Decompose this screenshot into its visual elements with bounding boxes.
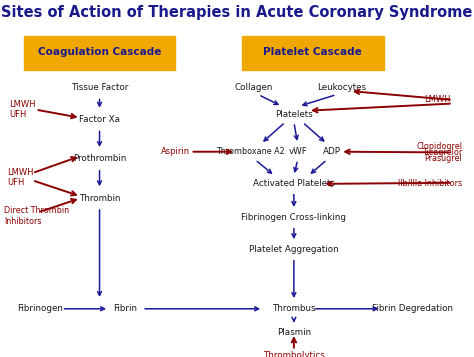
Text: Direct Thrombin
Inhibitors: Direct Thrombin Inhibitors (4, 206, 69, 226)
Text: Fibrinogen: Fibrinogen (18, 304, 63, 313)
Text: ADP: ADP (323, 147, 341, 156)
Text: Platelets: Platelets (275, 110, 313, 119)
Text: LMWH
UFH: LMWH UFH (7, 168, 34, 187)
Text: Platelet Cascade: Platelet Cascade (264, 47, 362, 57)
FancyBboxPatch shape (24, 36, 175, 70)
Text: Thromboxane A2: Thromboxane A2 (216, 147, 285, 156)
Text: Tissue Factor: Tissue Factor (71, 83, 128, 92)
Text: Activated Platelets: Activated Platelets (253, 179, 335, 188)
Text: Thrombin: Thrombin (79, 193, 120, 203)
Text: Prothrombin: Prothrombin (73, 154, 126, 164)
Text: LMWH: LMWH (424, 95, 450, 105)
Text: Factor Xa: Factor Xa (79, 115, 120, 124)
Text: Thrombus: Thrombus (272, 304, 316, 313)
Text: Fibrin: Fibrin (114, 304, 137, 313)
Text: Plasmin: Plasmin (277, 327, 311, 337)
Text: vWF: vWF (288, 147, 307, 156)
Text: Aspirin: Aspirin (161, 147, 190, 156)
Text: Coagulation Cascade: Coagulation Cascade (38, 47, 161, 57)
Text: Collagen: Collagen (235, 83, 273, 92)
Text: Thrombolytics: Thrombolytics (263, 351, 325, 357)
Text: Fibrin Degredation: Fibrin Degredation (372, 304, 453, 313)
Text: Sites of Action of Therapies in Acute Coronary Syndrome: Sites of Action of Therapies in Acute Co… (1, 5, 473, 20)
Text: Prasugrel: Prasugrel (424, 154, 462, 163)
Text: Fibrinogen Cross-linking: Fibrinogen Cross-linking (241, 213, 346, 222)
Text: Ticagrelor: Ticagrelor (422, 148, 462, 157)
Text: Clopidogrel: Clopidogrel (416, 142, 462, 151)
Text: Leukocytes: Leukocytes (317, 83, 366, 92)
Text: Platelet Aggregation: Platelet Aggregation (249, 245, 339, 255)
Text: LMWH
UFH: LMWH UFH (9, 100, 36, 119)
FancyBboxPatch shape (242, 36, 384, 70)
Text: IIb/IIIa Inhibitors: IIb/IIIa Inhibitors (398, 178, 462, 187)
